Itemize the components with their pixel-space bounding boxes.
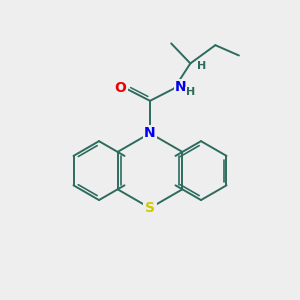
Text: S: S [145,201,155,215]
Text: N: N [144,126,156,140]
Text: O: O [115,81,127,95]
Text: H: H [186,87,195,97]
Text: H: H [197,61,206,71]
Text: N: N [175,80,186,94]
